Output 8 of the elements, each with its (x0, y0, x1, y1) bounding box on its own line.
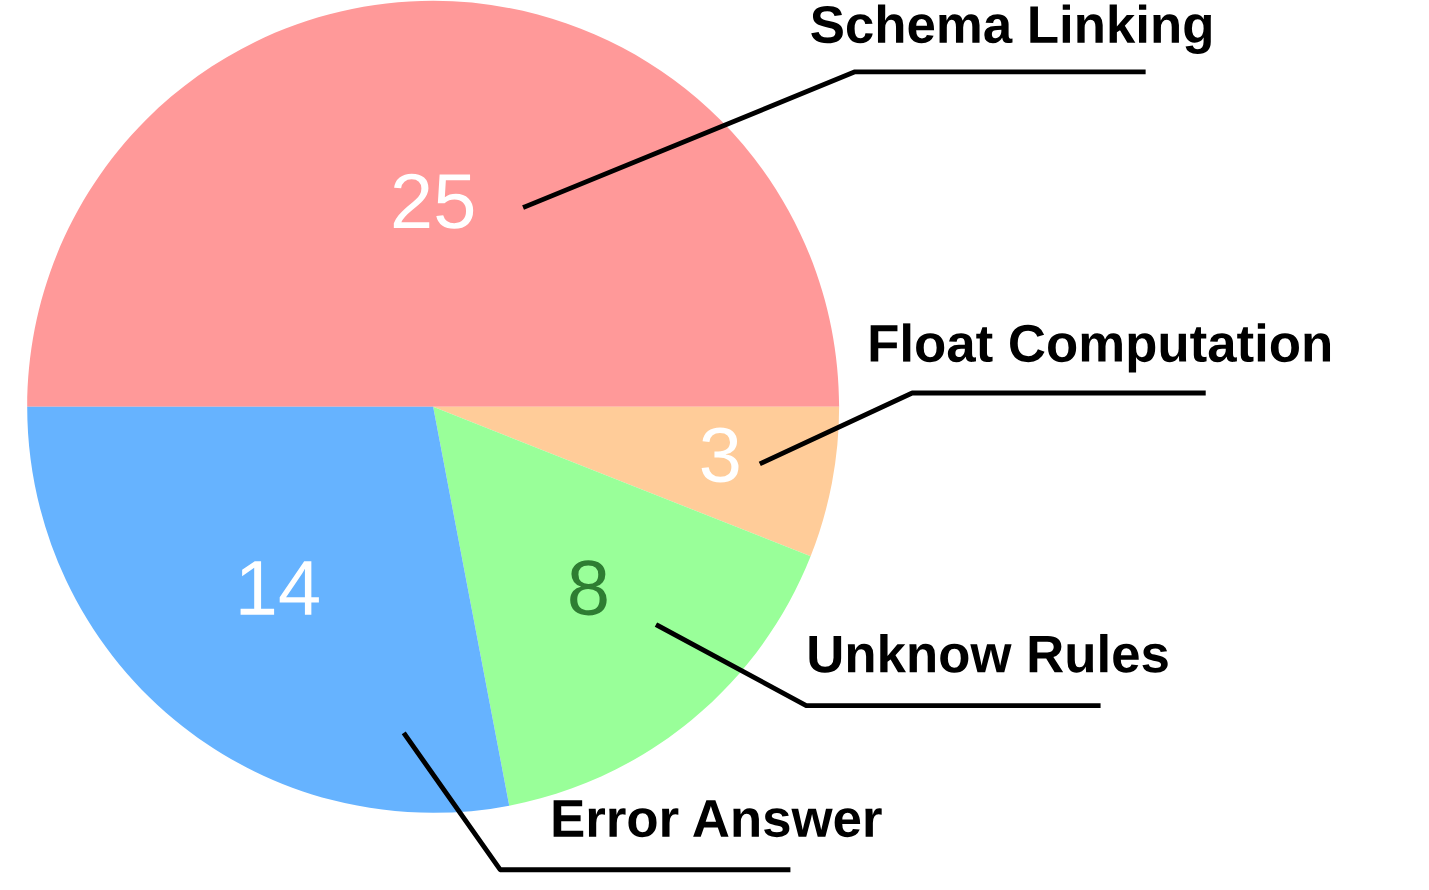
slice-label: Error Answer (553, 800, 882, 838)
slice-label: Float Computation (870, 323, 1331, 373)
data-label: 25 (393, 173, 474, 229)
slice-label: Unknow Rules (809, 633, 1168, 673)
slice-label: Schema Linking (811, 4, 1211, 54)
data-label: 8 (570, 560, 607, 616)
data-label: 3 (701, 427, 739, 483)
data-label: 14 (240, 561, 319, 615)
